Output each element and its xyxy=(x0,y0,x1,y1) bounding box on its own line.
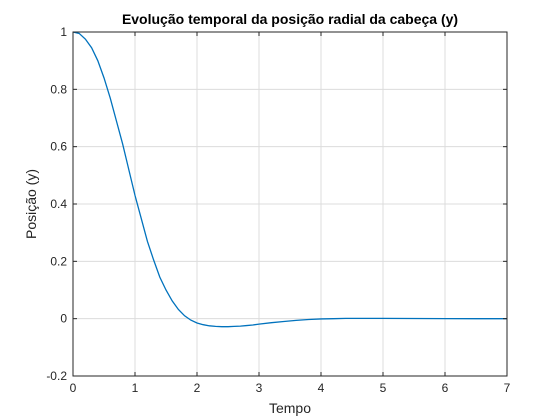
series-layer xyxy=(72,31,507,328)
grid xyxy=(72,31,508,377)
y-tick-label: 0.8 xyxy=(50,82,67,96)
x-tick-label: 2 xyxy=(194,381,201,395)
y-tick-label: 0 xyxy=(60,312,67,326)
x-tick-label: 0 xyxy=(70,381,77,395)
y-axis-label: Posição (y) xyxy=(23,169,39,239)
x-tick-label: 6 xyxy=(442,381,449,395)
y-tick-label: 0.6 xyxy=(50,140,67,154)
y-tick-label: 1 xyxy=(60,25,67,39)
x-tick-label: 3 xyxy=(256,381,263,395)
x-tick-label: 5 xyxy=(380,381,387,395)
y-tick-label: -0.2 xyxy=(46,369,67,383)
y-tick-label: 0.2 xyxy=(50,254,67,268)
x-axis-label: Tempo xyxy=(269,400,311,416)
x-tick-label: 1 xyxy=(132,381,139,395)
x-tick-label: 7 xyxy=(504,381,511,395)
series-line xyxy=(72,31,507,328)
x-tick-label: 4 xyxy=(318,381,325,395)
y-tick-label: 0.4 xyxy=(50,197,67,211)
ticks: 0 1 2 3 4 5 6 7-0.200.20.40.60.81 xyxy=(46,25,510,395)
chart-title: Evolução temporal da posição radial da c… xyxy=(122,11,458,27)
